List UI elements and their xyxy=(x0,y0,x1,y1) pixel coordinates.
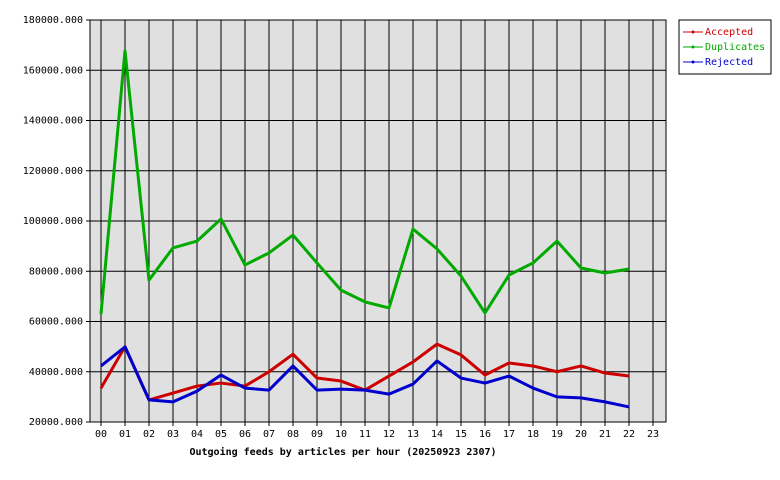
x-tick-label: 02 xyxy=(143,429,155,440)
x-tick-label: 04 xyxy=(191,429,203,440)
x-tick-label: 19 xyxy=(551,429,563,440)
y-tick-label: 40000.000 xyxy=(29,367,83,378)
x-tick-label: 14 xyxy=(431,429,443,440)
x-tick-label: 01 xyxy=(119,429,131,440)
x-tick-label: 15 xyxy=(455,429,467,440)
x-tick-label: 00 xyxy=(95,429,107,440)
y-tick-label: 20000.000 xyxy=(29,417,83,428)
y-tick-label: 160000.000 xyxy=(23,65,83,76)
x-tick-label: 05 xyxy=(215,429,227,440)
legend-label: Rejected xyxy=(705,57,753,68)
x-tick-label: 17 xyxy=(503,429,515,440)
x-tick-label: 11 xyxy=(359,429,371,440)
y-tick-label: 100000.000 xyxy=(23,216,83,227)
y-tick-label: 80000.000 xyxy=(29,266,83,277)
x-tick-label: 09 xyxy=(311,429,323,440)
x-tick-label: 13 xyxy=(407,429,419,440)
plot-border xyxy=(89,19,667,423)
legend-marker xyxy=(691,30,695,34)
legend-label: Accepted xyxy=(705,27,753,38)
x-tick-label: 20 xyxy=(575,429,587,440)
y-tick-label: 180000.000 xyxy=(23,15,83,26)
legend-marker xyxy=(691,45,695,49)
y-tick-label: 120000.000 xyxy=(23,166,83,177)
x-tick-label: 18 xyxy=(527,429,539,440)
legend-label: Duplicates xyxy=(705,42,765,53)
y-tick-label: 60000.000 xyxy=(29,317,83,328)
x-tick-label: 10 xyxy=(335,429,347,440)
x-tick-label: 08 xyxy=(287,429,299,440)
x-tick-label: 22 xyxy=(623,429,635,440)
x-tick-label: 03 xyxy=(167,429,179,440)
x-tick-label: 07 xyxy=(263,429,275,440)
x-tick-label: 16 xyxy=(479,429,491,440)
x-tick-label: 12 xyxy=(383,429,395,440)
x-tick-label: 21 xyxy=(599,429,611,440)
legend-marker xyxy=(691,60,695,64)
series-line xyxy=(100,345,630,409)
x-axis-title: Outgoing feeds by articles per hour (202… xyxy=(189,446,496,458)
x-tick-label: 06 xyxy=(239,429,251,440)
series-line xyxy=(99,49,630,315)
y-tick-label: 140000.000 xyxy=(23,116,83,127)
x-tick-label: 23 xyxy=(647,429,659,440)
